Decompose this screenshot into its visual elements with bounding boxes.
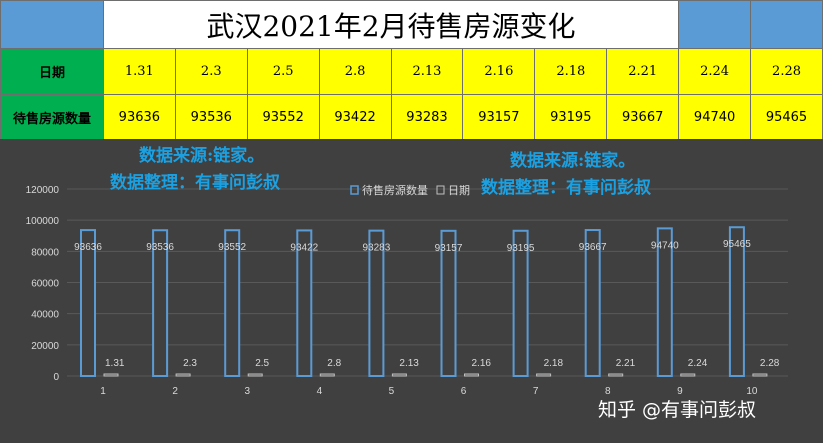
bar-date (680, 373, 696, 377)
data-table: 武汉2021年2月待售房源变化 日期 1.31 2.3 2.5 2.8 2.13 2.16… (0, 0, 823, 141)
date-cell: 2.21 (606, 48, 680, 95)
bar-date (464, 373, 479, 377)
date-cell: 2.13 (390, 48, 464, 95)
data-label-date: 2.13 (399, 358, 419, 369)
data-label-count: 93195 (507, 243, 535, 254)
y-tick-label: 40000 (31, 310, 59, 321)
legend-label-count: 待售房源数量 (362, 183, 428, 197)
table-title: 武汉2021年2月待售房源变化 (102, 0, 680, 49)
legend-swatch-date (436, 185, 445, 195)
data-label-date: 2.28 (760, 358, 780, 369)
legend-swatch-count (350, 185, 359, 195)
bar-date (175, 373, 191, 377)
count-cell: 93195 (534, 94, 608, 141)
chart-area: 0 20000 40000 60000 80000 100000 120000 93636 1.… (0, 139, 823, 443)
bar-count (368, 229, 385, 378)
y-tick-label: 20000 (31, 341, 59, 352)
bar-date (752, 373, 768, 377)
count-cell: 93636 (102, 94, 176, 141)
count-cell: 93552 (246, 94, 320, 141)
bar-date (103, 373, 119, 377)
x-tick-label: 4 (317, 386, 323, 397)
data-label-count: 93636 (74, 242, 102, 253)
count-cell: 93157 (462, 94, 536, 141)
data-label-date: 2.24 (688, 358, 708, 369)
watermark: 知乎 @有事问彭叔 (598, 399, 757, 421)
bar-count (440, 229, 457, 378)
header-cell (678, 0, 752, 49)
data-label-date: 2.5 (255, 358, 269, 369)
date-row-label: 日期 (0, 48, 104, 95)
y-tick-label: 80000 (31, 247, 59, 258)
count-cell: 93422 (318, 94, 392, 141)
date-cell: 2.24 (678, 48, 752, 95)
data-label-date: 2.21 (616, 358, 636, 369)
count-cell: 95465 (750, 94, 823, 141)
bar-count (728, 226, 745, 378)
bar-count (152, 229, 169, 377)
data-label-count: 93283 (362, 243, 390, 254)
data-label-date: 2.8 (327, 358, 341, 369)
x-tick-label: 3 (244, 386, 250, 397)
header-cell (0, 0, 104, 49)
data-label-date: 2.18 (544, 358, 564, 369)
x-tick-label: 2 (172, 386, 178, 397)
data-label-count: 93422 (290, 242, 318, 253)
date-cell: 2.18 (534, 48, 608, 95)
x-tick-label: 6 (461, 386, 467, 397)
x-tick-label: 5 (389, 386, 395, 397)
bar-count (656, 227, 673, 378)
count-cell: 94740 (678, 94, 752, 141)
bar-date (391, 373, 407, 377)
data-label-count: 93536 (146, 242, 174, 253)
bar-date (319, 373, 335, 377)
data-label-count: 94740 (651, 240, 679, 251)
date-cell: 2.28 (750, 48, 823, 95)
y-tick-label: 100000 (26, 216, 60, 227)
data-label-count: 93667 (579, 242, 607, 253)
bar-count (512, 229, 529, 378)
data-label-date: 2.16 (472, 358, 492, 369)
data-label-count: 95465 (723, 239, 751, 250)
bar-count (584, 229, 601, 377)
y-tick-label: 0 (53, 372, 59, 383)
bar-count (224, 229, 241, 377)
bar-date (247, 373, 263, 377)
source-note-right: 数据来源:链家。 (510, 151, 636, 171)
legend-label-date: 日期 (448, 184, 470, 197)
bar-date (536, 373, 552, 377)
x-tick-label: 9 (677, 386, 683, 397)
data-label-count: 93157 (435, 243, 463, 254)
data-label-count: 93552 (218, 242, 246, 253)
count-cell: 93283 (390, 94, 464, 141)
bar-count (296, 229, 313, 377)
bar-count (80, 229, 96, 378)
organizer-note-right: 数据整理：有事问彭叔 (481, 178, 651, 198)
source-note-left: 数据来源:链家。 (139, 146, 265, 166)
bar-chart: 0 20000 40000 60000 80000 100000 120000 93636 1.… (26, 183, 788, 397)
organizer-note-left: 数据整理：有事问彭叔 (110, 173, 280, 193)
date-cell: 2.3 (174, 48, 248, 95)
x-tick-label: 10 (746, 386, 758, 397)
count-cell: 93536 (174, 94, 248, 141)
date-cell: 1.31 (102, 48, 176, 95)
header-cell (750, 0, 823, 49)
date-cell: 2.8 (318, 48, 392, 95)
x-tick-label: 7 (533, 386, 539, 397)
y-tick-label: 60000 (31, 279, 59, 290)
data-label-date: 2.3 (183, 358, 197, 369)
x-tick-label: 8 (605, 386, 611, 397)
date-cell: 2.5 (246, 48, 320, 95)
count-cell: 93667 (606, 94, 680, 141)
x-tick-label: 1 (100, 386, 106, 397)
data-label-date: 1.31 (105, 358, 125, 369)
count-row-label: 待售房源数量 (0, 94, 104, 141)
bar-date (608, 373, 624, 377)
date-cell: 2.16 (462, 48, 536, 95)
y-tick-label: 120000 (26, 185, 60, 196)
